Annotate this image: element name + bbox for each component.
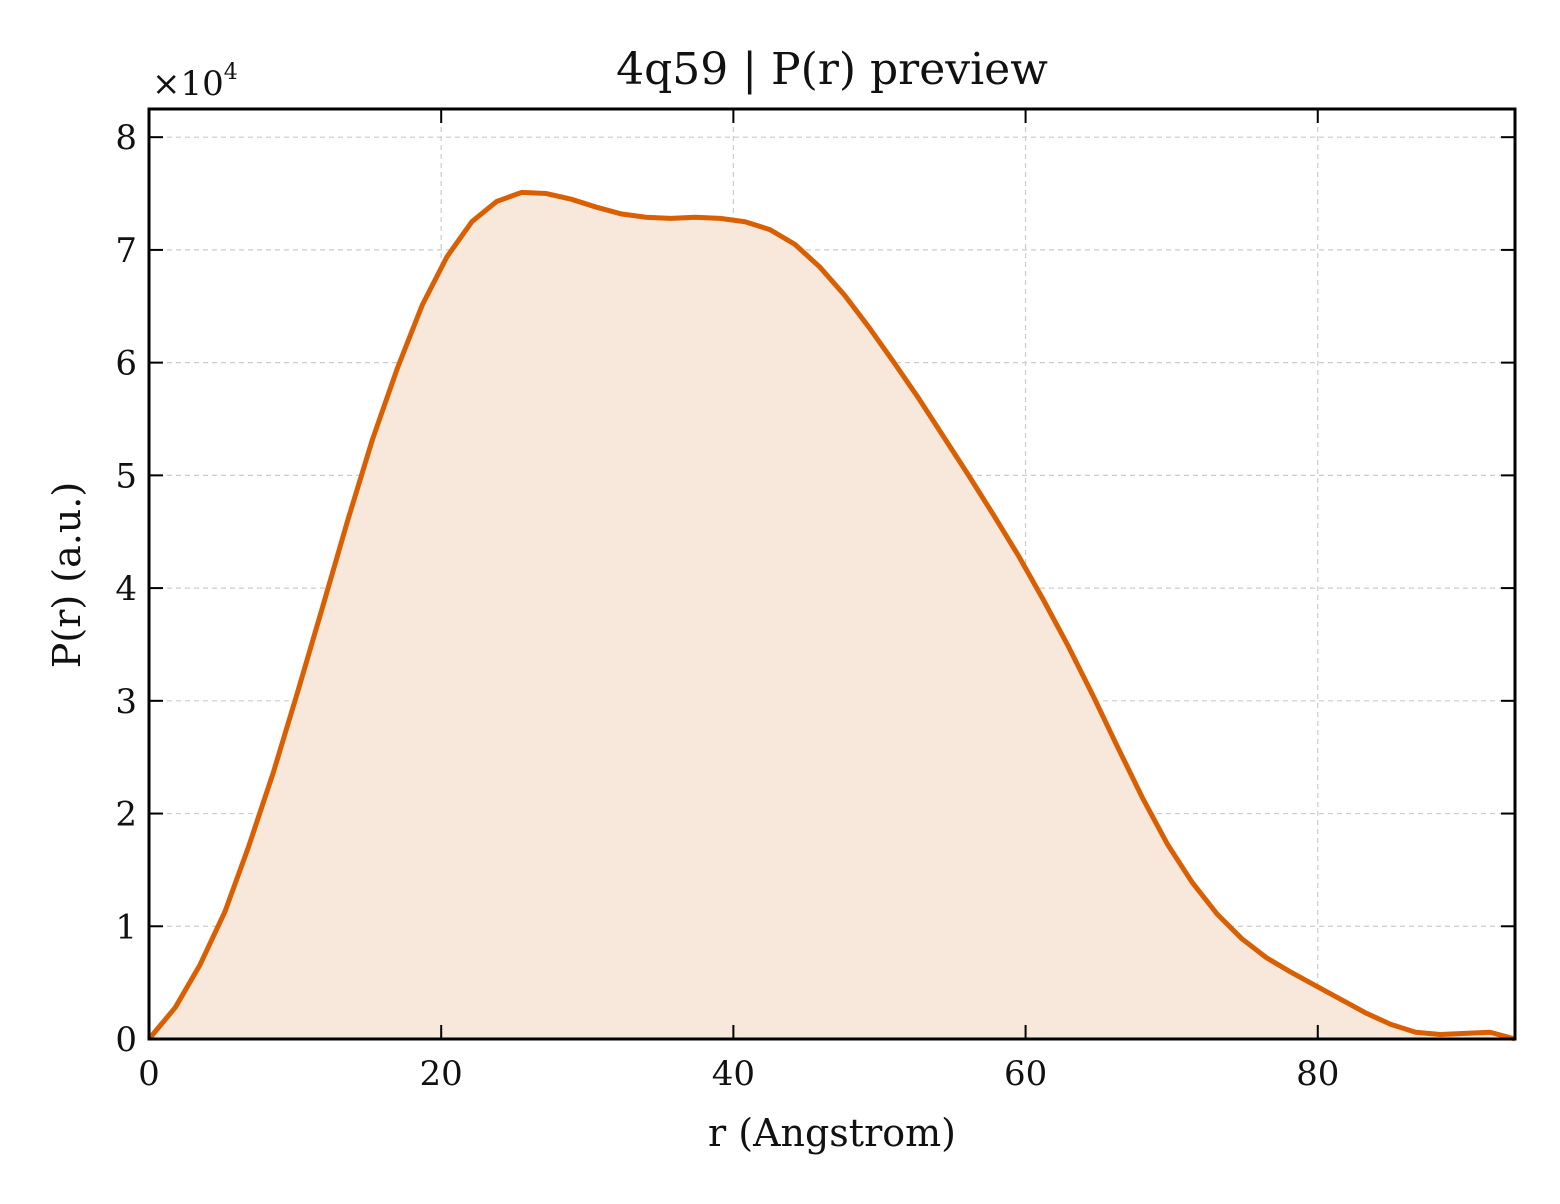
y-axis-label: P(r) (a.u.) [45, 482, 89, 668]
plot-frame [147, 107, 1517, 1041]
x-tick-label: 40 [712, 1054, 755, 1094]
y-tick-label: 5 [115, 456, 137, 496]
ticks-layer: 0 20 40 60 80 0 1 2 3 4 5 6 7 8 [115, 109, 1515, 1094]
x-axis-label: r (Angstrom) [708, 1111, 956, 1155]
y-tick-label: 4 [115, 569, 137, 609]
x-tick-label: 80 [1296, 1054, 1339, 1094]
y-tick-label: 2 [115, 795, 137, 835]
y-tick-label: 6 [115, 344, 137, 384]
x-tick-label: 0 [138, 1054, 160, 1094]
y-axis-multiplier: ×104 [152, 60, 238, 104]
y-multiplier-base: ×10 [152, 64, 224, 104]
x-tick-label: 60 [1004, 1054, 1047, 1094]
y-tick-label: 7 [115, 231, 137, 271]
y-tick-label: 8 [115, 118, 137, 158]
x-tick-label: 20 [420, 1054, 463, 1094]
chart-title: 4q59 | P(r) preview [616, 44, 1048, 95]
area-fill [149, 192, 1515, 1040]
y-tick-label: 3 [115, 682, 137, 722]
y-tick-label: 1 [115, 907, 137, 947]
y-tick-label: 0 [115, 1020, 137, 1060]
y-multiplier-exponent: 4 [224, 60, 238, 85]
series-line [147, 189, 1516, 1042]
